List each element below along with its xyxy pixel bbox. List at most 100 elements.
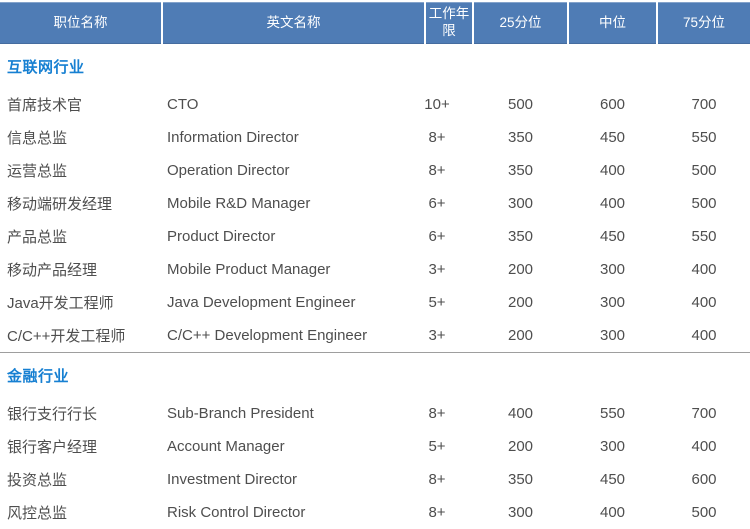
cell-position-cn: 移动产品经理 [7, 262, 98, 279]
table-row: 移动产品经理 Mobile Product Manager 3+ 200 300… [0, 253, 750, 286]
section-divider [0, 352, 750, 353]
cell-position-cn: 移动端研发经理 [7, 196, 113, 213]
industry-section: 互联网行业 首席技术官 CTO 10+ 500 600 700 信息总监 Inf… [0, 44, 750, 352]
cell-position-cn: 投资总监 [7, 472, 68, 489]
cell-years: 8+ [428, 129, 446, 146]
cell-position-cn: 银行客户经理 [7, 439, 98, 456]
cell-p75: 400 [691, 438, 717, 455]
cell-median: 300 [599, 294, 626, 311]
cell-p25: 350 [507, 228, 534, 245]
table-row: 银行支行行长 Sub-Branch President 8+ 400 550 7… [0, 397, 750, 430]
header-cell-median: 中位 [569, 2, 656, 44]
cell-median: 550 [599, 405, 626, 422]
header-cell-p75: 75分位 [658, 2, 750, 44]
cell-median: 300 [599, 438, 626, 455]
table-row: 风控总监 Risk Control Director 8+ 300 400 50… [0, 496, 750, 529]
cell-p25: 200 [507, 261, 534, 278]
cell-position-cn: C/C++开发工程师 [7, 328, 126, 345]
cell-years: 8+ [428, 405, 446, 422]
cell-years: 3+ [428, 327, 446, 344]
cell-position-cn: 首席技术官 [7, 97, 83, 114]
cell-p75: 550 [691, 129, 717, 146]
header-cell-english-name: 英文名称 [163, 2, 424, 44]
cell-median: 400 [599, 504, 626, 521]
cell-position-en: CTO [167, 96, 199, 113]
cell-position-cn: 信息总监 [7, 130, 68, 147]
cell-years: 8+ [428, 471, 446, 488]
cell-p25: 350 [507, 129, 534, 146]
cell-position-en: Product Director [167, 228, 276, 245]
cell-median: 600 [599, 96, 626, 113]
header-cell-position-name: 职位名称 [0, 2, 161, 44]
cell-position-en: Risk Control Director [167, 504, 306, 521]
cell-p25: 200 [507, 294, 534, 311]
table-row: 投资总监 Investment Director 8+ 350 450 600 [0, 463, 750, 496]
header-cell-p25: 25分位 [474, 2, 567, 44]
cell-position-en: Mobile Product Manager [167, 261, 331, 278]
cell-p25: 200 [507, 438, 534, 455]
cell-p75: 550 [691, 228, 717, 245]
cell-p25: 200 [507, 327, 534, 344]
cell-years: 6+ [428, 228, 446, 245]
cell-years: 3+ [428, 261, 446, 278]
cell-position-en: Investment Director [167, 471, 298, 488]
cell-years: 8+ [428, 504, 446, 521]
cell-median: 400 [599, 195, 626, 212]
cell-years: 5+ [428, 294, 446, 311]
cell-p25: 300 [507, 195, 534, 212]
table-row: 首席技术官 CTO 10+ 500 600 700 [0, 88, 750, 121]
table-row: 信息总监 Information Director 8+ 350 450 550 [0, 121, 750, 154]
cell-p75: 500 [691, 162, 717, 179]
cell-years: 8+ [428, 162, 446, 179]
cell-years: 5+ [428, 438, 446, 455]
cell-position-en: Operation Director [167, 162, 290, 179]
header-cell-work-years: 工作年限 [426, 2, 472, 44]
cell-median: 300 [599, 261, 626, 278]
cell-p75: 400 [691, 327, 717, 344]
table-body: 互联网行业 首席技术官 CTO 10+ 500 600 700 信息总监 Inf… [0, 44, 750, 529]
cell-p75: 500 [691, 195, 717, 212]
table-row: Java开发工程师 Java Development Engineer 5+ 2… [0, 286, 750, 319]
cell-position-cn: 产品总监 [7, 229, 68, 246]
cell-median: 450 [599, 129, 626, 146]
section-rows: 银行支行行长 Sub-Branch President 8+ 400 550 7… [0, 397, 750, 529]
table-row: 移动端研发经理 Mobile R&D Manager 6+ 300 400 50… [0, 187, 750, 220]
section-title: 金融行业 [7, 367, 70, 385]
industry-section: 金融行业 银行支行行长 Sub-Branch President 8+ 400 … [0, 352, 750, 529]
cell-position-en: Information Director [167, 129, 299, 146]
cell-years: 6+ [428, 195, 446, 212]
table-row: C/C++开发工程师 C/C++ Development Engineer 3+… [0, 319, 750, 352]
cell-years: 10+ [424, 96, 450, 113]
table-row: 产品总监 Product Director 6+ 350 450 550 [0, 220, 750, 253]
cell-p75: 500 [691, 504, 717, 521]
cell-position-en: Sub-Branch President [167, 405, 314, 422]
cell-median: 300 [599, 327, 626, 344]
cell-position-en: Account Manager [167, 438, 285, 455]
table-row: 银行客户经理 Account Manager 5+ 200 300 400 [0, 430, 750, 463]
cell-position-cn: Java开发工程师 [7, 295, 114, 312]
cell-p75: 400 [691, 261, 717, 278]
cell-median: 450 [599, 471, 626, 488]
table-row: 运营总监 Operation Director 8+ 350 400 500 [0, 154, 750, 187]
cell-p75: 600 [691, 471, 717, 488]
section-rows: 首席技术官 CTO 10+ 500 600 700 信息总监 Informati… [0, 88, 750, 352]
cell-position-cn: 银行支行行长 [7, 406, 98, 423]
cell-p75: 700 [691, 96, 717, 113]
cell-p75: 400 [691, 294, 717, 311]
cell-p75: 700 [691, 405, 717, 422]
cell-position-cn: 运营总监 [7, 163, 68, 180]
cell-p25: 500 [507, 96, 534, 113]
cell-position-en: C/C++ Development Engineer [167, 327, 368, 344]
cell-p25: 350 [507, 162, 534, 179]
cell-p25: 300 [507, 504, 534, 521]
table-header: 职位名称 英文名称 工作年限 25分位 中位 75分位 [0, 2, 750, 44]
cell-p25: 350 [507, 471, 534, 488]
cell-position-en: Java Development Engineer [167, 294, 356, 311]
cell-median: 450 [599, 228, 626, 245]
cell-position-cn: 风控总监 [7, 505, 68, 522]
cell-median: 400 [599, 162, 626, 179]
cell-p25: 400 [507, 405, 534, 422]
cell-position-en: Mobile R&D Manager [167, 195, 311, 212]
section-title: 互联网行业 [7, 58, 85, 76]
